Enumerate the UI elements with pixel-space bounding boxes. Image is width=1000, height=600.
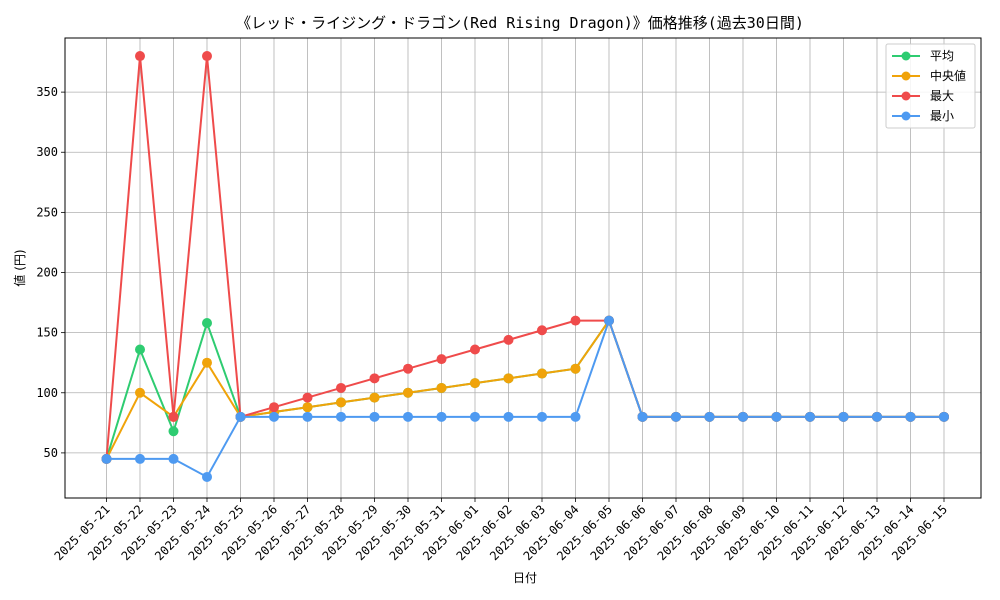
legend-item: 最大 bbox=[892, 89, 954, 103]
data-point bbox=[269, 411, 279, 422]
y-tick-label: 200 bbox=[36, 266, 58, 280]
data-point bbox=[570, 315, 581, 326]
data-point bbox=[537, 411, 547, 422]
data-point bbox=[436, 354, 447, 365]
data-point bbox=[436, 382, 447, 393]
legend-marker bbox=[901, 51, 911, 61]
data-point bbox=[302, 402, 313, 413]
legend-marker bbox=[901, 71, 911, 81]
data-point bbox=[202, 51, 212, 62]
y-tick-label: 50 bbox=[44, 446, 58, 460]
x-axis-label: 日付 bbox=[513, 571, 537, 585]
data-point bbox=[369, 373, 380, 384]
data-point bbox=[704, 411, 715, 422]
data-point bbox=[403, 363, 413, 374]
data-point bbox=[537, 368, 547, 379]
y-tick-label: 100 bbox=[36, 386, 58, 400]
data-point bbox=[135, 453, 145, 464]
data-point bbox=[503, 411, 514, 422]
data-point bbox=[939, 411, 949, 422]
data-point bbox=[369, 411, 380, 422]
legend-item: 中央値 bbox=[892, 68, 966, 83]
legend-label: 最大 bbox=[930, 89, 954, 103]
data-point bbox=[872, 411, 882, 422]
legend-marker bbox=[901, 111, 911, 121]
data-point bbox=[805, 411, 815, 422]
data-point bbox=[336, 382, 346, 393]
data-point bbox=[470, 344, 480, 355]
data-point bbox=[537, 325, 547, 336]
y-tick-label: 250 bbox=[36, 205, 58, 219]
legend-label: 中央値 bbox=[930, 68, 966, 83]
data-point bbox=[269, 402, 279, 413]
data-point bbox=[570, 411, 581, 422]
data-point bbox=[135, 387, 145, 398]
data-point bbox=[905, 411, 916, 422]
series-group bbox=[101, 51, 949, 482]
y-axis-label: 値 (円) bbox=[12, 249, 27, 286]
series-line bbox=[106, 317, 944, 479]
data-point bbox=[336, 397, 346, 408]
plot-frame bbox=[64, 37, 982, 499]
y-tick-label: 150 bbox=[36, 326, 58, 340]
legend-item: 最小 bbox=[892, 109, 954, 123]
data-point bbox=[436, 411, 447, 422]
data-point bbox=[503, 373, 514, 384]
legend-item: 平均 bbox=[892, 49, 954, 63]
data-point bbox=[336, 411, 346, 422]
data-point bbox=[637, 411, 648, 422]
data-point bbox=[202, 318, 212, 329]
data-point bbox=[235, 411, 246, 422]
data-point bbox=[403, 387, 413, 398]
data-point bbox=[604, 315, 614, 326]
data-point bbox=[503, 334, 514, 345]
data-point bbox=[470, 411, 480, 422]
data-point bbox=[570, 363, 581, 374]
data-point bbox=[369, 392, 380, 403]
chart-title: 《レッド・ライジング・ドラゴン(Red Rising Dragon)》価格推移(… bbox=[236, 14, 804, 32]
legend-label: 平均 bbox=[930, 49, 954, 63]
data-point bbox=[202, 357, 212, 368]
data-point bbox=[671, 411, 681, 422]
data-point bbox=[738, 411, 748, 422]
data-point bbox=[470, 378, 480, 389]
data-point bbox=[135, 344, 145, 355]
legend-box bbox=[885, 43, 976, 129]
legend-marker bbox=[901, 91, 911, 101]
data-point bbox=[168, 426, 179, 437]
data-point bbox=[302, 392, 313, 403]
y-tick-label: 300 bbox=[36, 145, 58, 159]
data-point bbox=[168, 453, 179, 464]
data-point bbox=[838, 411, 849, 422]
data-point bbox=[302, 411, 313, 422]
data-point bbox=[202, 471, 212, 482]
y-tick-label: 350 bbox=[36, 85, 58, 99]
data-point bbox=[168, 411, 179, 422]
data-point bbox=[135, 51, 145, 62]
data-point bbox=[771, 411, 782, 422]
data-point bbox=[101, 453, 112, 464]
data-point bbox=[403, 411, 413, 422]
series-3 bbox=[101, 315, 949, 482]
legend-label: 最小 bbox=[930, 109, 954, 123]
